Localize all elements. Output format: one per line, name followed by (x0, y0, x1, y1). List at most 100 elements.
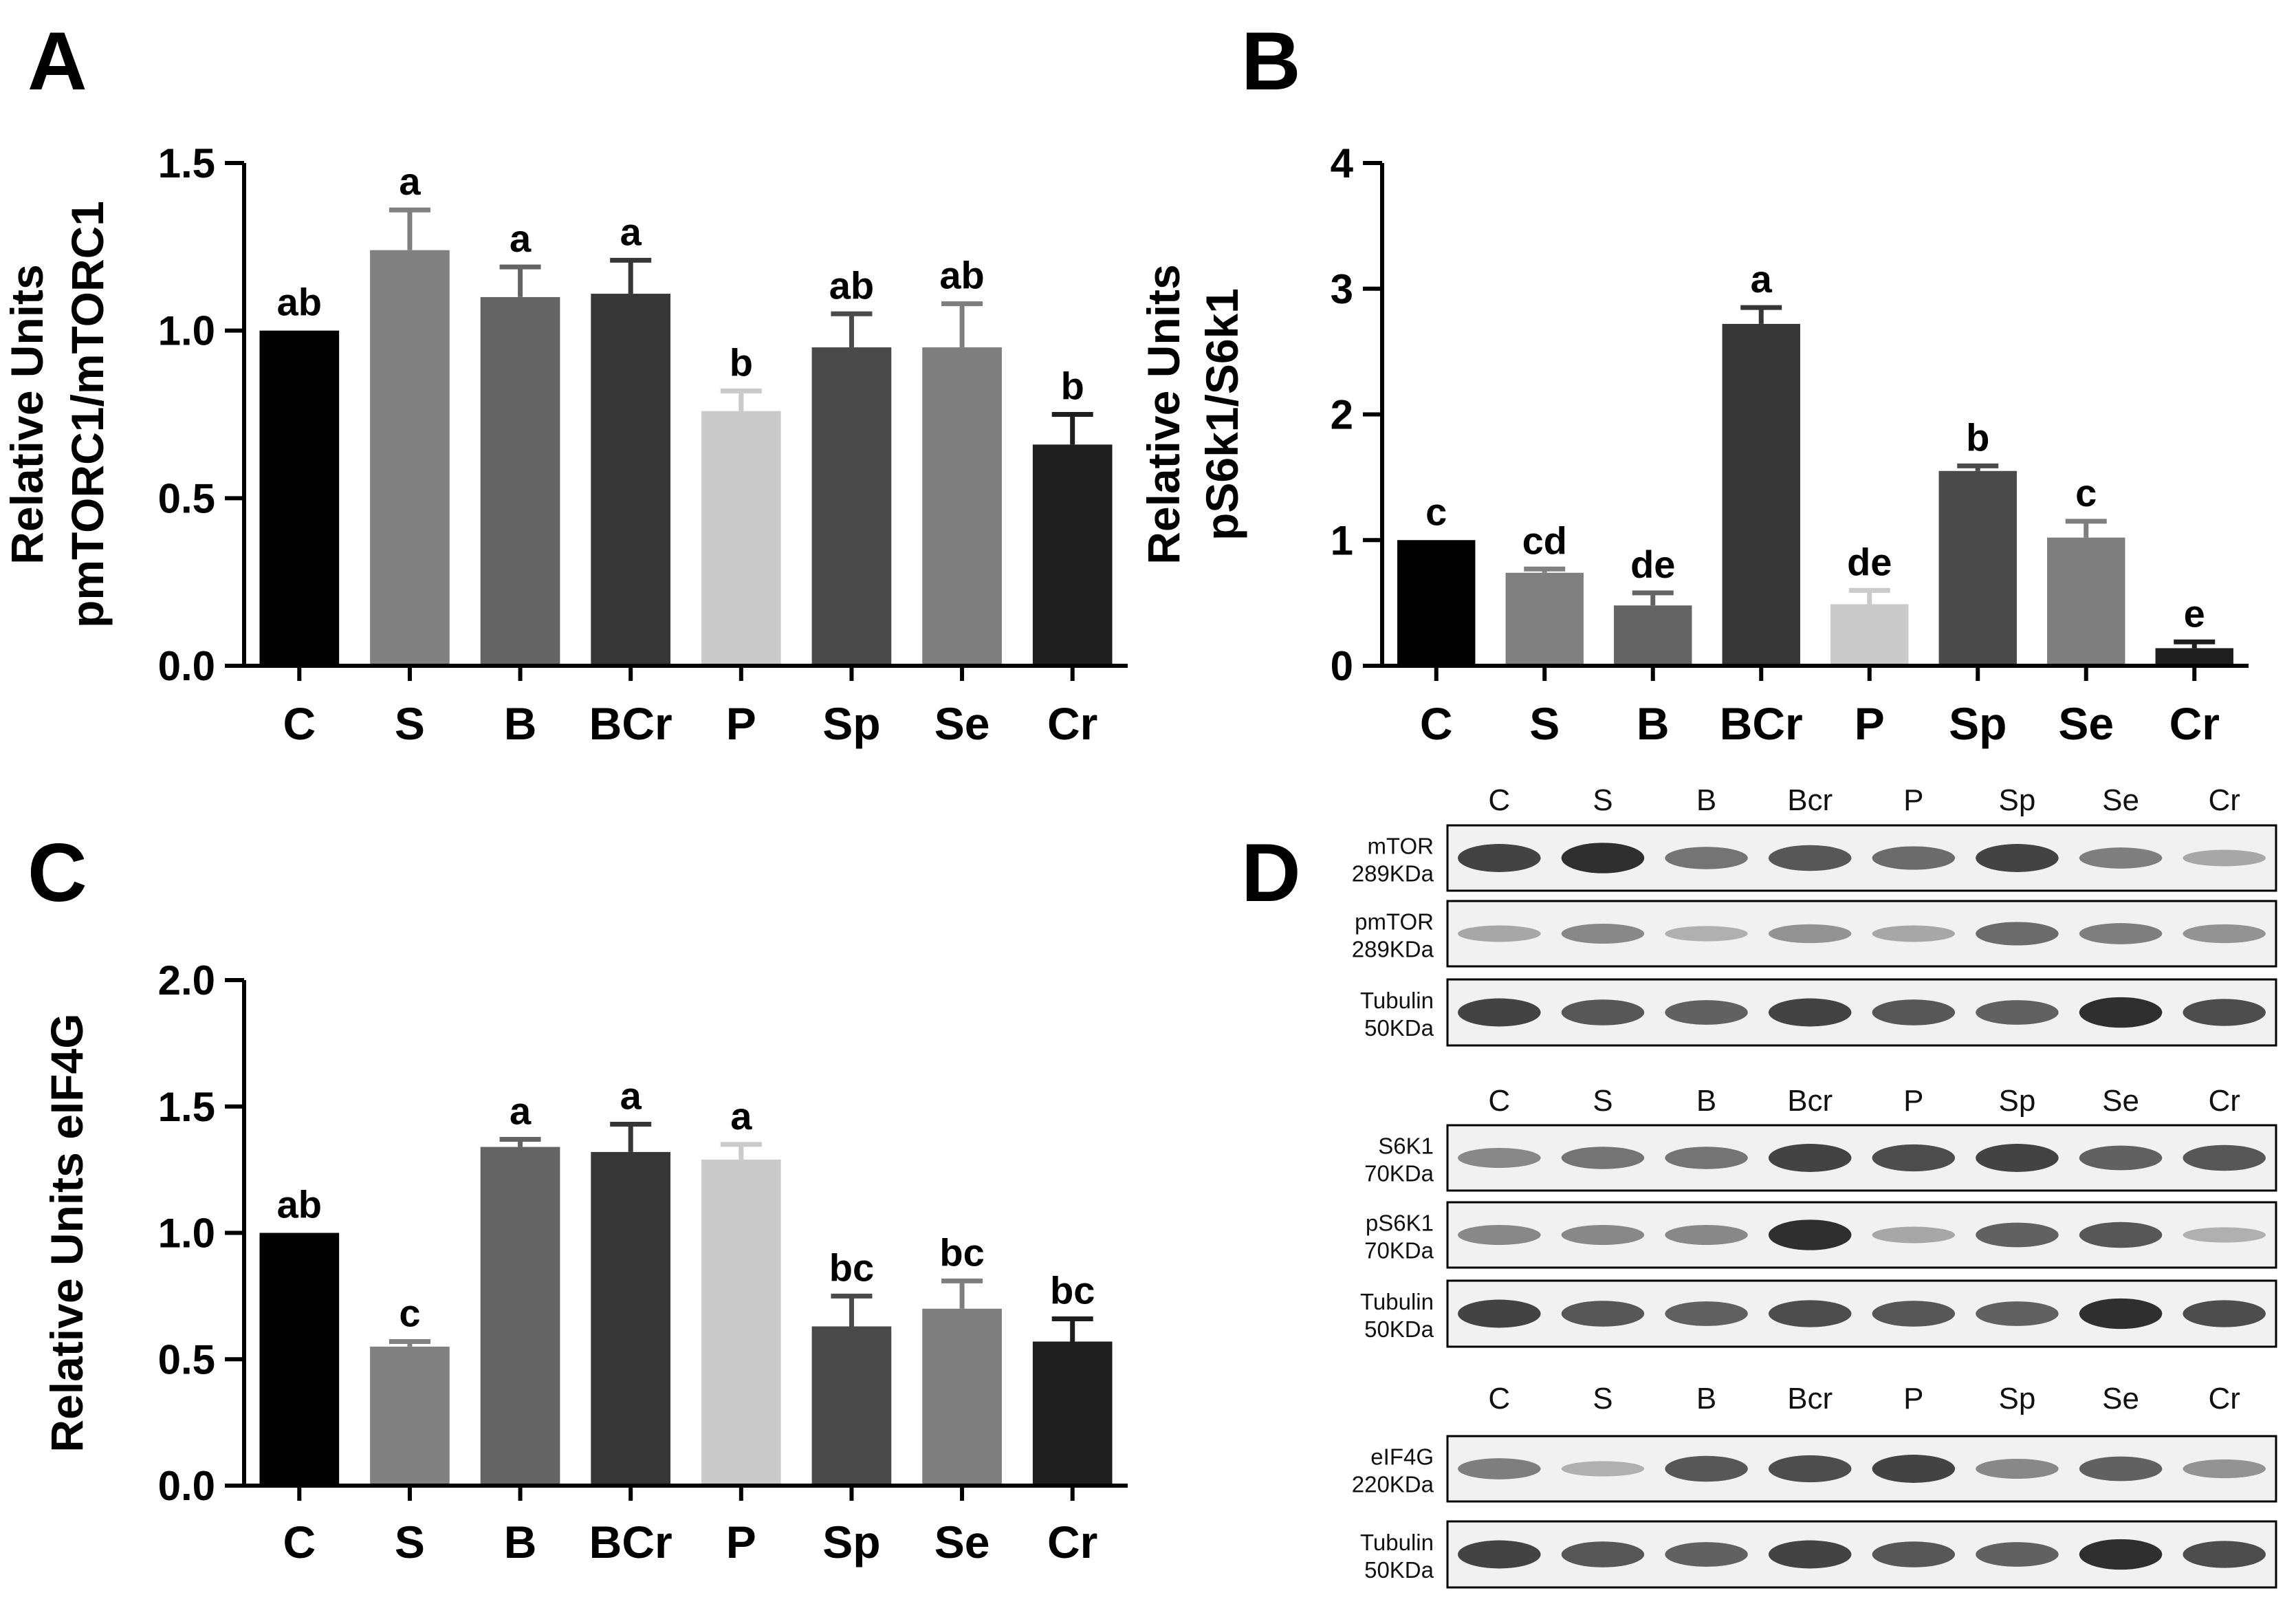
blot-lane-label: P (1903, 783, 1923, 817)
significance-label: e (2184, 592, 2205, 635)
significance-label: b (1061, 365, 1084, 408)
blot-band (2079, 1222, 2163, 1248)
x-tick-label: S (395, 1517, 425, 1567)
blot-band (1561, 1301, 1645, 1327)
blot-protein-label: Tubulin (1360, 1289, 1434, 1314)
blot-lane-label: C (1488, 1084, 1510, 1118)
y-axis-label: pS6k1/S6k1 (1196, 288, 1247, 541)
blot-band (1768, 845, 1852, 871)
x-tick-label: Cr (1047, 1517, 1097, 1567)
x-tick-label: BCr (589, 698, 673, 749)
blot-band (1872, 1301, 1956, 1327)
chart-b: Relative Units pS6k1/S6k1 c Ccd Sde Ba BCr de Pb… (1138, 140, 2249, 749)
blot-band (1976, 1301, 2059, 1326)
blot-band (1768, 1455, 1852, 1483)
x-tick-label: Sp (822, 1517, 880, 1567)
blot-band (2183, 1459, 2266, 1479)
blot-band (1665, 926, 1748, 942)
blot-band (1976, 922, 2059, 946)
blot-band (2183, 1144, 2266, 1171)
y-axis-label: pmTORC1/mTORC1 (62, 201, 113, 628)
bar-b (1614, 605, 1692, 666)
blot-protein-label: pS6K1 (1366, 1211, 1434, 1236)
x-tick-label: BCr (589, 1517, 673, 1567)
blot-lane-label: Se (2102, 1084, 2139, 1118)
blot-band (1976, 1144, 2059, 1172)
x-tick-label: P (726, 1517, 756, 1567)
y-tick-label: 0 (1331, 643, 1353, 689)
x-tick-label: BCr (1720, 698, 1803, 749)
blot-band (1458, 925, 1541, 942)
blot-lane-label: S (1593, 1084, 1612, 1118)
blot-group-s6k1: C S B Bcr P Sp Se CrS6K170KDapS6K170KDaTubulin5… (1360, 1084, 2277, 1348)
y-tick-label: 0.0 (158, 643, 215, 689)
bar-c (1397, 540, 1476, 666)
blot-lane-label: Sp (1999, 783, 2036, 817)
significance-label: ab (277, 1183, 322, 1226)
bar-s (370, 1346, 450, 1486)
bar-b (480, 1147, 560, 1486)
bar-c (259, 330, 340, 666)
blot-protein-label: Tubulin (1360, 988, 1434, 1013)
y-tick-label: 1 (1331, 517, 1353, 563)
blot-band (2183, 1541, 2266, 1568)
significance-label: b (730, 340, 753, 384)
bar-p (701, 411, 781, 666)
blot-lane-label: Se (2102, 1382, 2139, 1415)
blot-protein-label: S6K1 (1378, 1133, 1434, 1159)
x-tick-label: Sp (1949, 698, 2007, 749)
blot-band (1458, 1458, 1541, 1479)
blot-band (1872, 1455, 1956, 1483)
bar-c (259, 1233, 340, 1486)
y-axis-label: Relative Units (1138, 264, 1189, 564)
blot-band (1872, 925, 1956, 942)
blot-band (2183, 849, 2266, 867)
blot-lane-label: Bcr (1787, 1382, 1833, 1415)
blot-weight-label: 289KDa (1352, 861, 1434, 887)
chart-a: Relative Units pmTORC1/mTORC1 ab Ca Sa Ba BCr b… (1, 140, 1128, 749)
blot-lane-label: Bcr (1787, 783, 1833, 817)
significance-label: a (730, 1094, 752, 1138)
y-tick-label: 1.5 (158, 1084, 215, 1130)
bar-sp (811, 1326, 892, 1486)
y-tick-label: 0.5 (158, 1336, 215, 1382)
blot-protein-label: mTOR (1367, 834, 1434, 859)
blot-lane-label: P (1903, 1084, 1923, 1118)
x-tick-label: S (395, 698, 425, 749)
significance-label: cd (1522, 519, 1567, 562)
blot-band (1872, 1226, 1956, 1244)
blot-lane-label: Cr (2208, 783, 2240, 817)
blot-band (1561, 999, 1645, 1026)
blot-lane-label: Sp (1999, 1084, 2036, 1118)
x-tick-label: C (283, 698, 316, 749)
blot-band (2079, 923, 2163, 944)
blot-lane-label: Sp (1999, 1382, 2036, 1415)
blot-weight-label: 70KDa (1364, 1161, 1434, 1186)
bar-cr (1032, 444, 1113, 666)
x-tick-label: B (1637, 698, 1670, 749)
blot-band (2079, 847, 2163, 869)
blot-band (1665, 1225, 1748, 1245)
blot-protein-label: Tubulin (1360, 1530, 1434, 1555)
blot-band (2183, 1227, 2266, 1243)
blot-band (1665, 1542, 1748, 1567)
blot-band (1976, 1000, 2059, 1025)
blot-protein-label: eIF4G (1370, 1444, 1434, 1470)
blot-weight-label: 50KDa (1364, 1316, 1434, 1342)
x-tick-label: C (283, 1517, 316, 1567)
blot-band (1561, 924, 1645, 944)
x-tick-label: Cr (1047, 698, 1097, 749)
bar-bcr (591, 294, 671, 666)
blot-band (1872, 846, 1956, 870)
blot-band (1561, 1225, 1645, 1245)
significance-label: a (399, 160, 421, 203)
blot-band (1458, 1148, 1541, 1168)
significance-label: c (1425, 490, 1447, 533)
